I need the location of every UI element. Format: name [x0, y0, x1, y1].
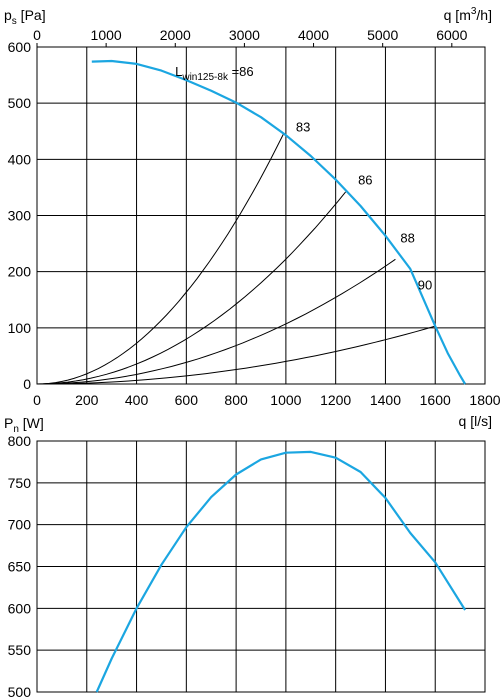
y-tick-label: 650 — [8, 559, 32, 575]
pressure-plot — [36, 43, 486, 385]
y-axis-label: Pn [W] — [4, 415, 44, 435]
plot-frame — [36, 46, 486, 385]
annotation-main: 86 — [358, 173, 372, 188]
x-tick-label: 1800 — [469, 392, 500, 408]
y-axis-label-sub: s — [12, 16, 17, 27]
y-tick-label: 700 — [8, 517, 32, 533]
x2-axis-label: q [m3/h] — [444, 6, 492, 23]
x2-axis-label-main: q [m — [444, 7, 471, 23]
x2-tick-label: 2000 — [160, 27, 191, 43]
fan-pressure-curve — [91, 59, 467, 385]
y-tick-label: 800 — [8, 433, 32, 449]
system-curve-86 — [36, 191, 346, 385]
y-axis-label: ps [Pa] — [4, 7, 46, 27]
x-tick-label: 0 — [33, 392, 41, 408]
annotation-main: 88 — [400, 230, 414, 245]
x-tick-label: 800 — [224, 392, 248, 408]
x-tick-label: 1400 — [370, 392, 401, 408]
y-axis-label-main: P — [4, 415, 13, 431]
y-axis-label-unit: [Pa] — [17, 7, 46, 23]
y-tick-label: 400 — [8, 151, 32, 167]
annotation-sub: win125-8k — [181, 72, 229, 83]
x2-tick-label: 0 — [33, 27, 41, 43]
x2-axis-label-sup: 3 — [471, 6, 477, 17]
y-tick-label: 0 — [23, 376, 31, 392]
y-tick-label: 600 — [8, 600, 32, 616]
y-tick-label: 100 — [8, 320, 32, 336]
x2-tick-label: 5000 — [367, 27, 398, 43]
x-tick-label: 1600 — [420, 392, 451, 408]
x-tick-label: 600 — [175, 392, 199, 408]
annotation-tail: =86 — [228, 64, 254, 79]
x2-tick-label: 3000 — [229, 27, 260, 43]
y-tick-label: 200 — [8, 264, 32, 280]
y-tick-label: 300 — [8, 208, 32, 224]
annotation-label: 90 — [418, 278, 432, 293]
annotation-label: Lwin125-8k =86 — [175, 64, 254, 83]
y-tick-label: 750 — [8, 475, 32, 491]
annotation-main: 90 — [418, 278, 432, 293]
y-tick-label: 500 — [8, 684, 32, 699]
annotation-label: 88 — [400, 230, 414, 245]
annotation-label: 86 — [358, 173, 372, 188]
x-tick-label: 1200 — [320, 392, 351, 408]
x2-tick-label: 6000 — [436, 27, 467, 43]
annotation-label: 83 — [296, 119, 310, 134]
power-plot — [36, 440, 486, 693]
y-axis-label-sub: n — [13, 424, 19, 435]
x2-tick-label: 4000 — [298, 27, 329, 43]
x2-tick-label: 1000 — [91, 27, 122, 43]
y-axis-label-unit: [W] — [19, 415, 44, 431]
y-axis-label-main: p — [4, 7, 12, 23]
annotation-main: L — [175, 64, 182, 79]
power-curve — [95, 450, 467, 693]
y-tick-label: 550 — [8, 642, 32, 658]
x-tick-label: 1000 — [270, 392, 301, 408]
x-tick-label: 200 — [75, 392, 99, 408]
plot-frame — [36, 440, 486, 693]
y-tick-label: 600 — [8, 39, 32, 55]
system-curve-90 — [37, 325, 436, 385]
x2-axis-label-tail: /h] — [476, 7, 492, 23]
x-axis-label: q [l/s] — [459, 413, 492, 429]
x-tick-label: 400 — [125, 392, 149, 408]
annotation-main: 83 — [296, 119, 310, 134]
system-curve-83 — [36, 133, 284, 385]
y-tick-label: 500 — [8, 95, 32, 111]
system-curve-88 — [36, 258, 396, 385]
